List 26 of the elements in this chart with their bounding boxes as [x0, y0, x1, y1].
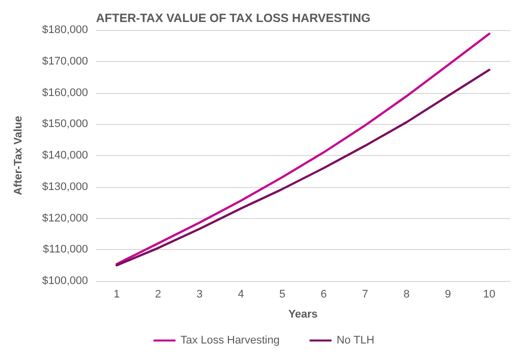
x-tick-label: 5: [279, 288, 286, 300]
x-tick-label: 8: [403, 288, 410, 300]
y-tick-label: $160,000: [42, 86, 88, 99]
x-tick-label: 6: [320, 288, 327, 300]
x-tick-label: 3: [196, 288, 203, 300]
y-tick-label: $170,000: [42, 55, 88, 68]
y-tick-label: $120,000: [42, 212, 88, 224]
x-axis-title: Years: [288, 308, 318, 320]
legend-label: No TLH: [336, 334, 374, 346]
y-tick-label: $110,000: [42, 244, 88, 256]
x-tick-label: 1: [114, 288, 120, 300]
y-tick-label: $150,000: [42, 118, 88, 130]
y-tick-label: $140,000: [42, 150, 88, 162]
y-axis-title: After-Tax Value: [12, 116, 24, 196]
x-tick-label: 9: [444, 288, 451, 300]
x-tick-label: 4: [238, 288, 244, 300]
y-tick-label: $100,000: [42, 275, 88, 287]
x-tick-label: 2: [155, 288, 162, 300]
x-tick-label: 7: [362, 288, 368, 300]
line-series: [116, 68, 490, 266]
x-tick-label: 10: [483, 288, 496, 300]
line-series: [116, 32, 490, 266]
y-tick-label: $130,000: [42, 180, 88, 193]
y-tick-label: $180,000: [42, 24, 88, 36]
legend-label: Tax Loss Harvesting: [180, 334, 280, 346]
chart-title: AFTER-TAX VALUE OF TAX LOSS HARVESTING: [96, 11, 370, 25]
